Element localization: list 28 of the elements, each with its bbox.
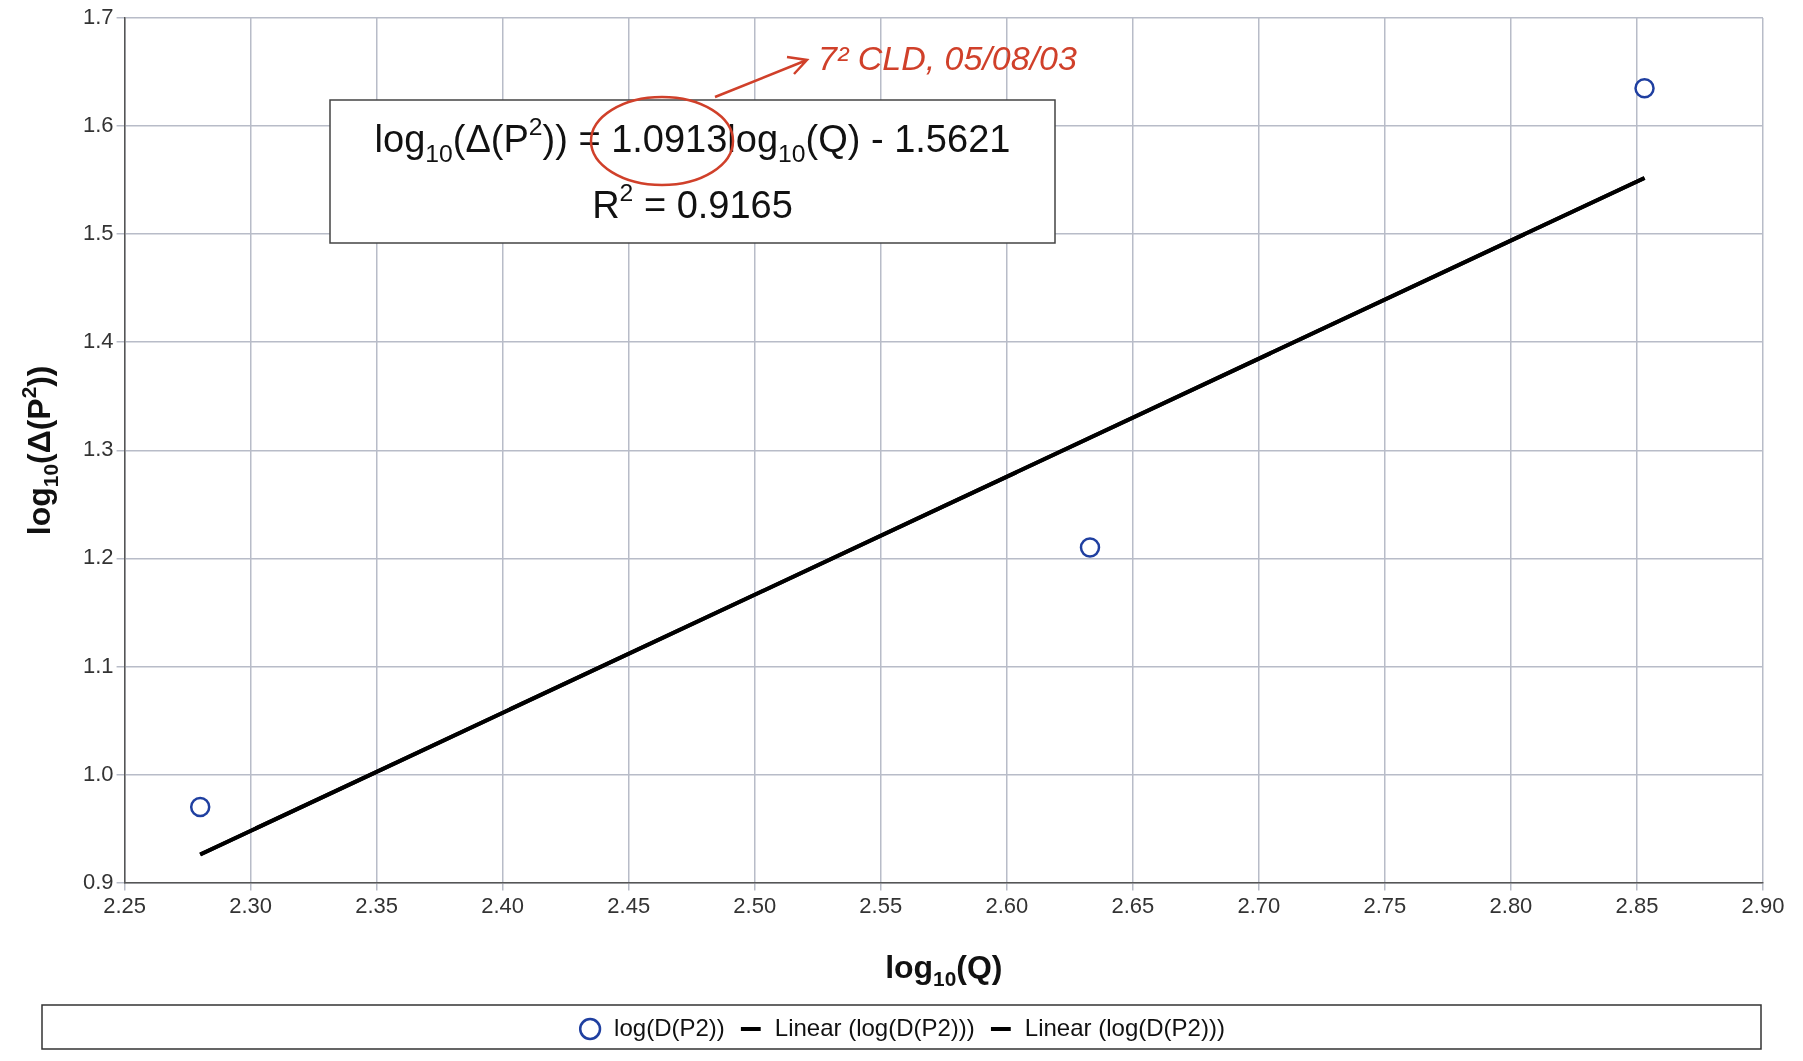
x-tick-label: 2.25 <box>103 892 146 918</box>
x-tick-label: 2.45 <box>607 892 651 918</box>
x-tick-label: 2.55 <box>859 892 903 918</box>
x-tick-label: 2.75 <box>1363 892 1407 918</box>
legend-label: log(D(P2)) <box>614 1013 725 1041</box>
y-tick-label: 1.7 <box>82 4 114 30</box>
y-tick-label: 1.4 <box>82 328 114 354</box>
y-tick-label: 1.0 <box>82 760 114 786</box>
y-tick-label: 1.6 <box>82 112 114 138</box>
y-axis-title: log10(Δ(P2)) <box>16 365 62 536</box>
x-tick-label: 2.65 <box>1111 892 1155 918</box>
legend-label: Linear (log(D(P2))) <box>1024 1013 1225 1041</box>
x-tick-label: 2.85 <box>1615 892 1659 918</box>
y-tick-label: 0.9 <box>82 868 114 894</box>
y-tick-label: 1.1 <box>82 652 114 678</box>
x-tick-label: 2.50 <box>733 892 777 918</box>
x-tick-label: 2.80 <box>1489 892 1533 918</box>
x-tick-label: 2.60 <box>985 892 1029 918</box>
y-tick-label: 1.3 <box>82 436 114 462</box>
x-tick-label: 2.90 <box>1741 892 1785 918</box>
x-tick-label: 2.30 <box>229 892 273 918</box>
y-tick-label: 1.2 <box>82 544 114 570</box>
x-tick-label: 2.35 <box>355 892 399 918</box>
x-tick-label: 2.40 <box>481 892 525 918</box>
x-tick-label: 2.70 <box>1237 892 1281 918</box>
legend-label: Linear (log(D(P2))) <box>774 1013 975 1041</box>
y-tick-label: 1.5 <box>82 220 114 246</box>
annotation: 7² CLD, 05/08/03 <box>818 39 1078 77</box>
